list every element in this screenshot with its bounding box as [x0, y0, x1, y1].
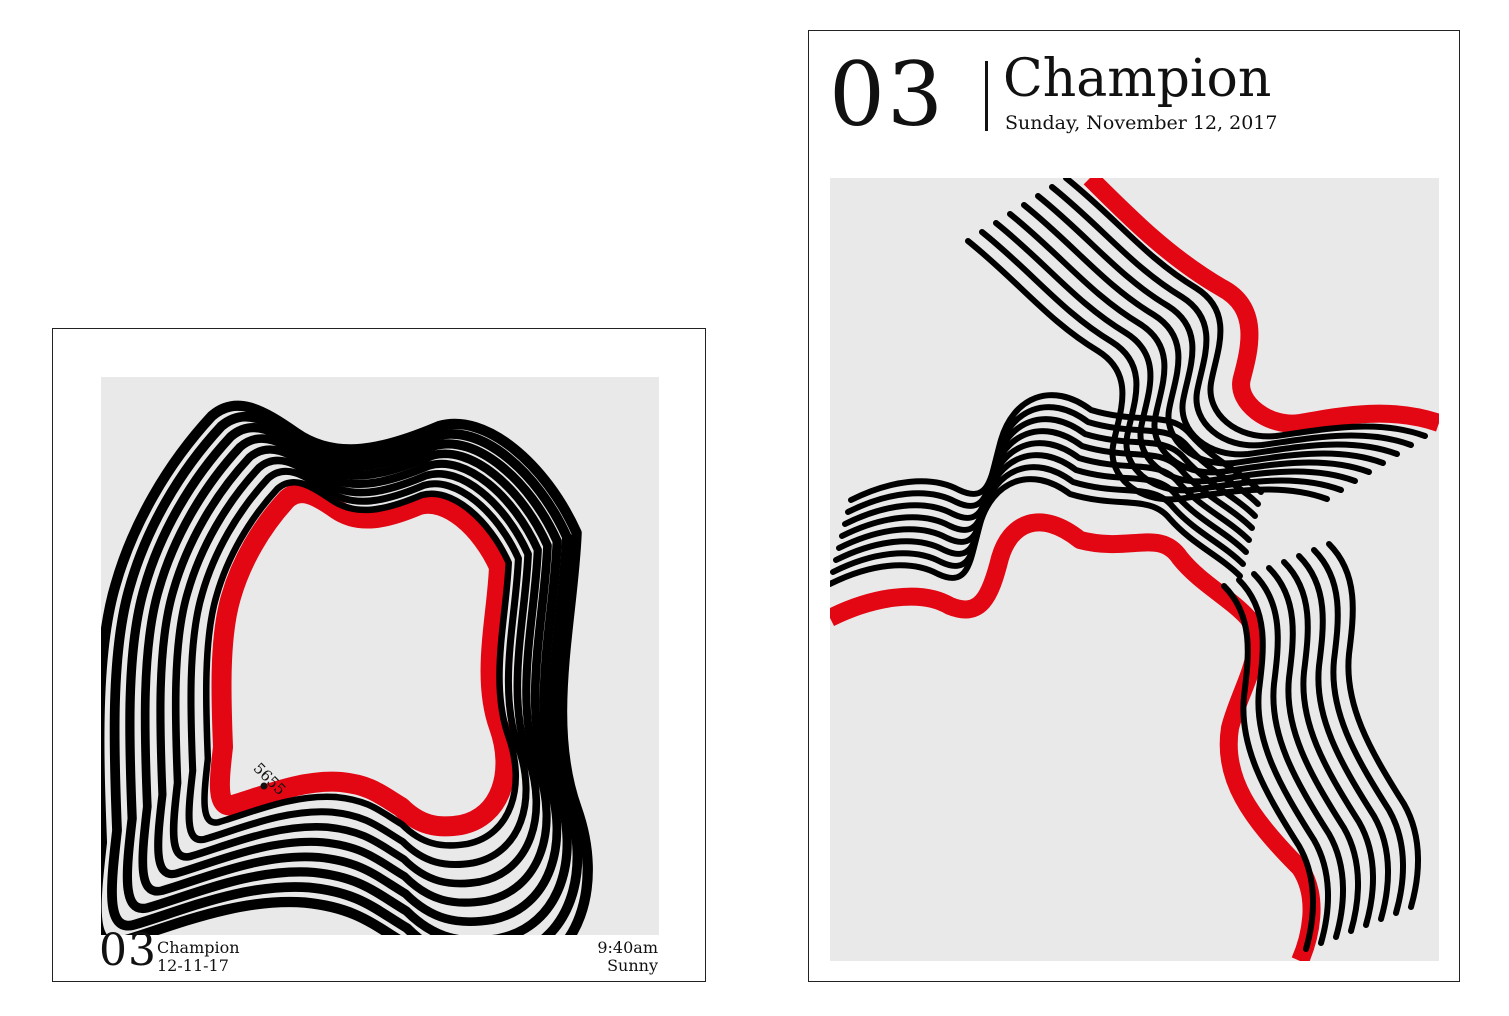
contour-lines: [830, 178, 1428, 952]
square-topographic-art: 5655: [101, 377, 659, 935]
contour-line: [830, 464, 1246, 575]
contour-line: [1236, 577, 1331, 946]
activity-date: Sunday, November 12, 2017: [1005, 112, 1278, 134]
contour-line: [1049, 184, 1414, 449]
contour-line: [154, 445, 551, 907]
activity-number: 03: [99, 925, 157, 976]
title-divider: [985, 61, 988, 131]
square-poster: 5655 03 Champion 12-11-17 9:40am Sunny: [52, 328, 706, 982]
red-route-bottom: [830, 513, 1321, 961]
contour-line: [1021, 202, 1386, 467]
contour-line: [101, 400, 593, 935]
contour-line: [1266, 565, 1361, 934]
contour-line: [836, 440, 1252, 551]
contour-line: [1281, 559, 1376, 928]
activity-time: 9:40am: [597, 938, 658, 957]
activity-date: 12-11-17: [157, 956, 229, 975]
contour-line: [122, 423, 572, 935]
contour-line: [965, 238, 1330, 503]
contour-line: [830, 476, 1243, 587]
contour-line: [842, 416, 1258, 527]
contour-line: [979, 229, 1344, 494]
contour-line: [107, 411, 583, 935]
contour-lines: [101, 400, 593, 935]
contour-line: [1251, 571, 1346, 940]
start-marker: [260, 782, 268, 790]
contour-line: [1221, 583, 1316, 952]
red-route-top-right: [1083, 178, 1439, 433]
activity-name: Champion: [1003, 49, 1272, 109]
activity-weather: Sunny: [607, 956, 658, 975]
contour-line: [1035, 193, 1400, 458]
contour-line: [138, 434, 562, 927]
contour-line: [201, 478, 519, 849]
contour-line: [839, 428, 1255, 539]
tall-topographic-art: [830, 178, 1439, 961]
contour-line: [845, 404, 1261, 515]
tall-poster: 03 Champion Sunday, November 12, 2017: [808, 30, 1460, 982]
contour-line: [1296, 553, 1391, 922]
activity-number: 03: [829, 43, 945, 146]
activity-name: Champion: [157, 938, 240, 957]
contour-line: [1063, 178, 1428, 440]
contour-line: [1311, 547, 1406, 916]
red-route-loop: [209, 483, 516, 837]
contour-line: [848, 392, 1264, 503]
contour-line: [1326, 541, 1421, 910]
contour-line: [185, 467, 530, 869]
contour-line: [169, 456, 541, 888]
